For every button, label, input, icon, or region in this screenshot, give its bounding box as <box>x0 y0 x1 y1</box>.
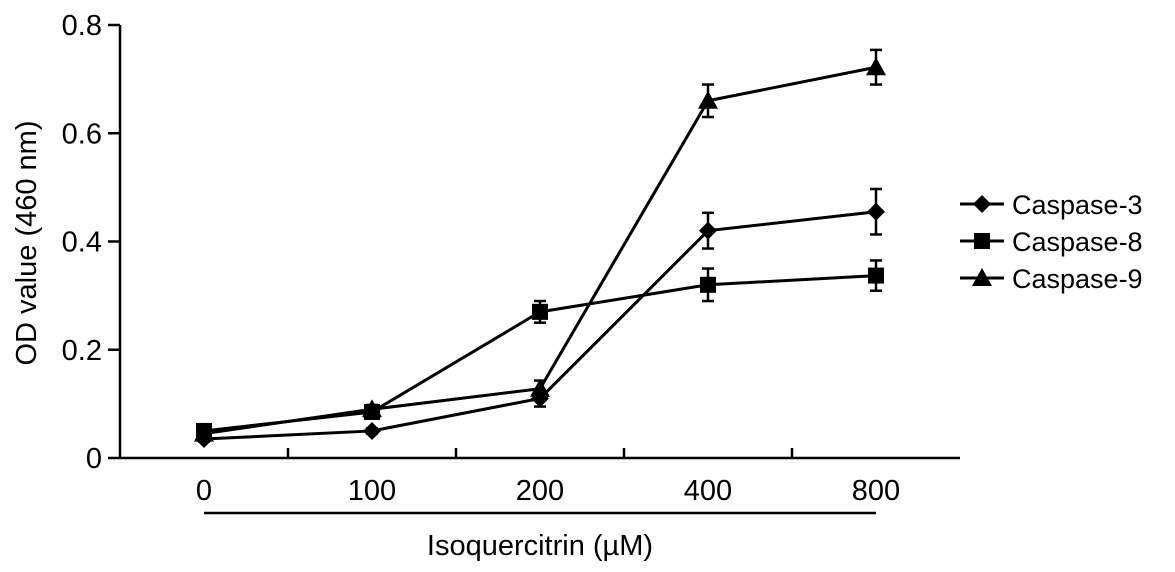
plot-area <box>194 48 886 449</box>
data-point-diamond <box>699 221 717 240</box>
data-point-diamond <box>867 202 885 221</box>
series-caspase-8 <box>196 259 884 439</box>
x-axis-title: Isoquercitrin (µM) <box>427 530 653 562</box>
legend: Caspase-3 Caspase-8 Caspase-9 <box>960 190 1143 294</box>
y-tick-label: 0 <box>86 443 102 475</box>
x-tick-label: 100 <box>348 475 396 507</box>
y-tick-label: 0.2 <box>62 335 102 367</box>
data-point-triangle <box>362 399 382 418</box>
legend-marker-triangle <box>972 268 992 286</box>
data-point-square <box>868 267 884 284</box>
legend-marker-diamond <box>973 195 991 213</box>
legend-label: Caspase-3 <box>1012 190 1143 220</box>
legend-marker-square <box>974 233 990 249</box>
y-tick-label: 0.6 <box>62 118 102 150</box>
series-caspase-9 <box>194 48 886 442</box>
x-tick-label: 0 <box>196 475 212 507</box>
data-point-triangle <box>698 90 718 109</box>
y-axis-title: OD value (460 nm) <box>11 121 43 366</box>
axes <box>118 25 960 515</box>
legend-label: Caspase-9 <box>1012 264 1143 294</box>
x-tick-label: 200 <box>516 475 564 507</box>
legend-label: Caspase-8 <box>1012 227 1143 257</box>
data-point-triangle <box>194 423 214 442</box>
data-point-triangle <box>866 57 886 76</box>
legend-item: Caspase-8 <box>960 227 1143 257</box>
data-point-square <box>532 303 548 320</box>
data-point-triangle <box>530 378 550 397</box>
x-ticks: 0 100 200 400 800 <box>196 448 900 507</box>
series-line <box>203 65 877 436</box>
x-tick-label: 800 <box>852 475 900 507</box>
y-tick-label: 0.8 <box>62 10 102 42</box>
y-tick-label: 0.4 <box>62 227 102 259</box>
data-point-diamond <box>363 421 381 440</box>
y-ticks: 0 0.2 0.4 0.6 0.8 <box>62 10 120 475</box>
x-tick-label: 400 <box>684 475 732 507</box>
data-point-square <box>700 276 716 293</box>
legend-item: Caspase-9 <box>960 264 1143 294</box>
legend-item: Caspase-3 <box>960 190 1143 220</box>
